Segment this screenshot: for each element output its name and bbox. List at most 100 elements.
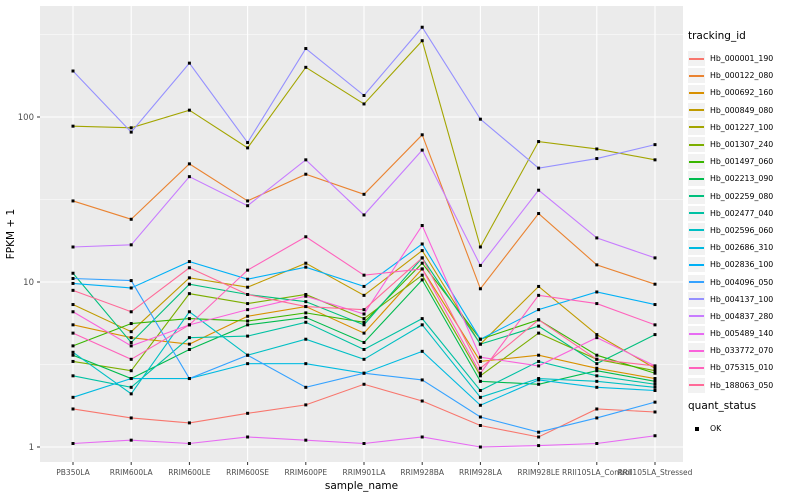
- legend-key-swatch: [688, 205, 705, 221]
- legend-item-label: Hb_000692_160: [710, 88, 774, 98]
- data-point: [187, 292, 191, 296]
- y-axis-title: FPKM + 1: [5, 209, 17, 259]
- legend-key-line: [689, 281, 704, 284]
- data-point: [187, 108, 191, 112]
- legend-item-Hb_000122_080: Hb_000122_080: [688, 67, 798, 84]
- data-point: [478, 374, 482, 378]
- x-tick-label: RRII105LA_Control: [562, 468, 632, 477]
- data-point: [537, 284, 541, 288]
- data-point: [304, 305, 308, 309]
- data-point: [478, 359, 482, 363]
- data-point: [537, 212, 541, 216]
- data-point: [537, 435, 541, 439]
- data-point: [246, 411, 250, 415]
- legend-key-line: [689, 177, 704, 180]
- data-point: [187, 317, 191, 321]
- data-point: [420, 317, 424, 321]
- data-point: [537, 166, 541, 170]
- legend-item-label: Hb_000849_080: [710, 105, 774, 115]
- data-point: [71, 69, 75, 73]
- legend-item-label: Hb_002836_100: [710, 260, 774, 270]
- data-point: [187, 323, 191, 327]
- data-point: [653, 385, 657, 389]
- ok-point-icon: [695, 427, 699, 431]
- data-point: [595, 379, 599, 383]
- legend-item-Hb_002596_060: Hb_002596_060: [688, 222, 798, 239]
- data-point: [71, 277, 75, 281]
- data-point: [362, 213, 366, 217]
- data-point: [537, 359, 541, 363]
- data-point: [129, 369, 133, 373]
- data-point: [129, 217, 133, 221]
- data-point: [478, 117, 482, 121]
- legend-key-point: [688, 421, 705, 437]
- data-point: [304, 261, 308, 265]
- data-point: [71, 353, 75, 357]
- data-point: [595, 385, 599, 389]
- x-tick-label: RRIM600LE: [168, 468, 211, 477]
- data-point: [653, 303, 657, 307]
- legend-item-label: Hb_002213_090: [710, 174, 774, 184]
- legend-key-line: [689, 263, 704, 266]
- data-point: [129, 438, 133, 442]
- legend-title: tracking_id: [688, 30, 746, 42]
- data-point: [129, 344, 133, 348]
- data-point: [653, 282, 657, 286]
- data-point: [595, 236, 599, 240]
- data-point: [246, 146, 250, 150]
- data-point: [595, 366, 599, 370]
- data-point: [653, 158, 657, 162]
- data-point: [478, 415, 482, 419]
- data-point: [478, 287, 482, 291]
- data-point: [187, 266, 191, 270]
- data-point: [420, 249, 424, 253]
- legend-key-swatch: [688, 171, 705, 187]
- legend-key-line: [689, 143, 704, 146]
- legend-item-Hb_075315_010: Hb_075315_010: [688, 359, 798, 376]
- legend-item-Hb_001497_060: Hb_001497_060: [688, 153, 798, 170]
- data-point: [420, 399, 424, 403]
- data-point: [246, 277, 250, 281]
- data-point: [129, 126, 133, 130]
- plot-panel: [40, 6, 683, 462]
- data-point: [537, 318, 541, 322]
- data-point: [129, 416, 133, 420]
- legend-key-swatch: [688, 188, 705, 204]
- data-point: [362, 382, 366, 386]
- data-point: [653, 256, 657, 260]
- data-point: [129, 130, 133, 134]
- legend-item-Hb_002477_040: Hb_002477_040: [688, 205, 798, 222]
- legend-key-swatch: [688, 291, 705, 307]
- x-tick-label: RRIM600PE: [284, 468, 327, 477]
- legend-item-list: Hb_000001_190 Hb_000122_080 Hb_000692_160 H…: [688, 50, 798, 394]
- legend-item-Hb_002259_080: Hb_002259_080: [688, 188, 798, 205]
- data-point: [246, 334, 250, 338]
- data-point: [71, 310, 75, 314]
- legend-item-Hb_001307_240: Hb_001307_240: [688, 136, 798, 153]
- legend-item-Hb_000849_080: Hb_000849_080: [688, 102, 798, 119]
- data-point: [246, 268, 250, 272]
- legend-item-label: Hb_002686_310: [710, 243, 774, 253]
- data-point: [129, 340, 133, 344]
- data-point: [129, 392, 133, 396]
- data-point: [304, 235, 308, 239]
- data-point: [537, 140, 541, 144]
- data-point: [129, 330, 133, 334]
- legend-item-label: Hb_005489_140: [710, 329, 774, 339]
- data-point: [537, 331, 541, 335]
- data-point: [246, 435, 250, 439]
- data-point: [129, 243, 133, 247]
- data-point: [129, 336, 133, 340]
- data-point: [595, 147, 599, 151]
- legend-key-swatch: [688, 360, 705, 376]
- data-point: [246, 141, 250, 145]
- data-point: [187, 260, 191, 264]
- data-point: [653, 379, 657, 383]
- data-point: [653, 333, 657, 337]
- data-point: [595, 357, 599, 361]
- data-point: [478, 395, 482, 399]
- data-point: [362, 357, 366, 361]
- data-point: [129, 310, 133, 314]
- data-point: [420, 349, 424, 353]
- y-tick-label: 10: [23, 278, 34, 288]
